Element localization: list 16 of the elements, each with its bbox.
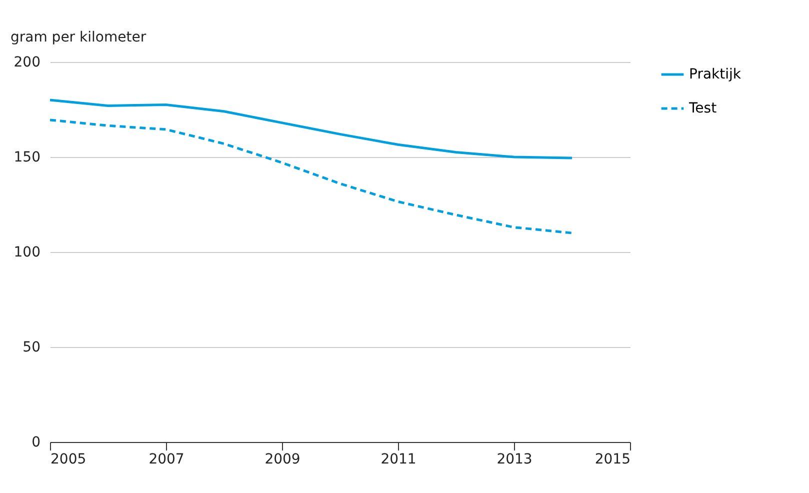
x-tick-label: 2011 (380, 452, 416, 468)
y-axis-title: gram per kilometer (10, 30, 146, 46)
x-tick-label: 2005 (50, 452, 86, 468)
x-tick-label: 2013 (496, 452, 532, 468)
x-tick-label: 2007 (148, 452, 184, 468)
y-tick-label: 0 (32, 434, 40, 450)
legend-label: Praktijk (689, 66, 742, 82)
x-tick-label: 2015 (594, 452, 630, 468)
line-series (48, 98, 574, 160)
y-tick-label: 200 (14, 54, 40, 70)
y-tick-label: 150 (14, 150, 40, 166)
line-series (48, 118, 574, 234)
legend-label: Test (688, 100, 718, 116)
y-tick-label: 50 (22, 340, 40, 356)
x-tick-label: 2009 (264, 452, 300, 468)
y-tick-label: 100 (14, 244, 40, 260)
